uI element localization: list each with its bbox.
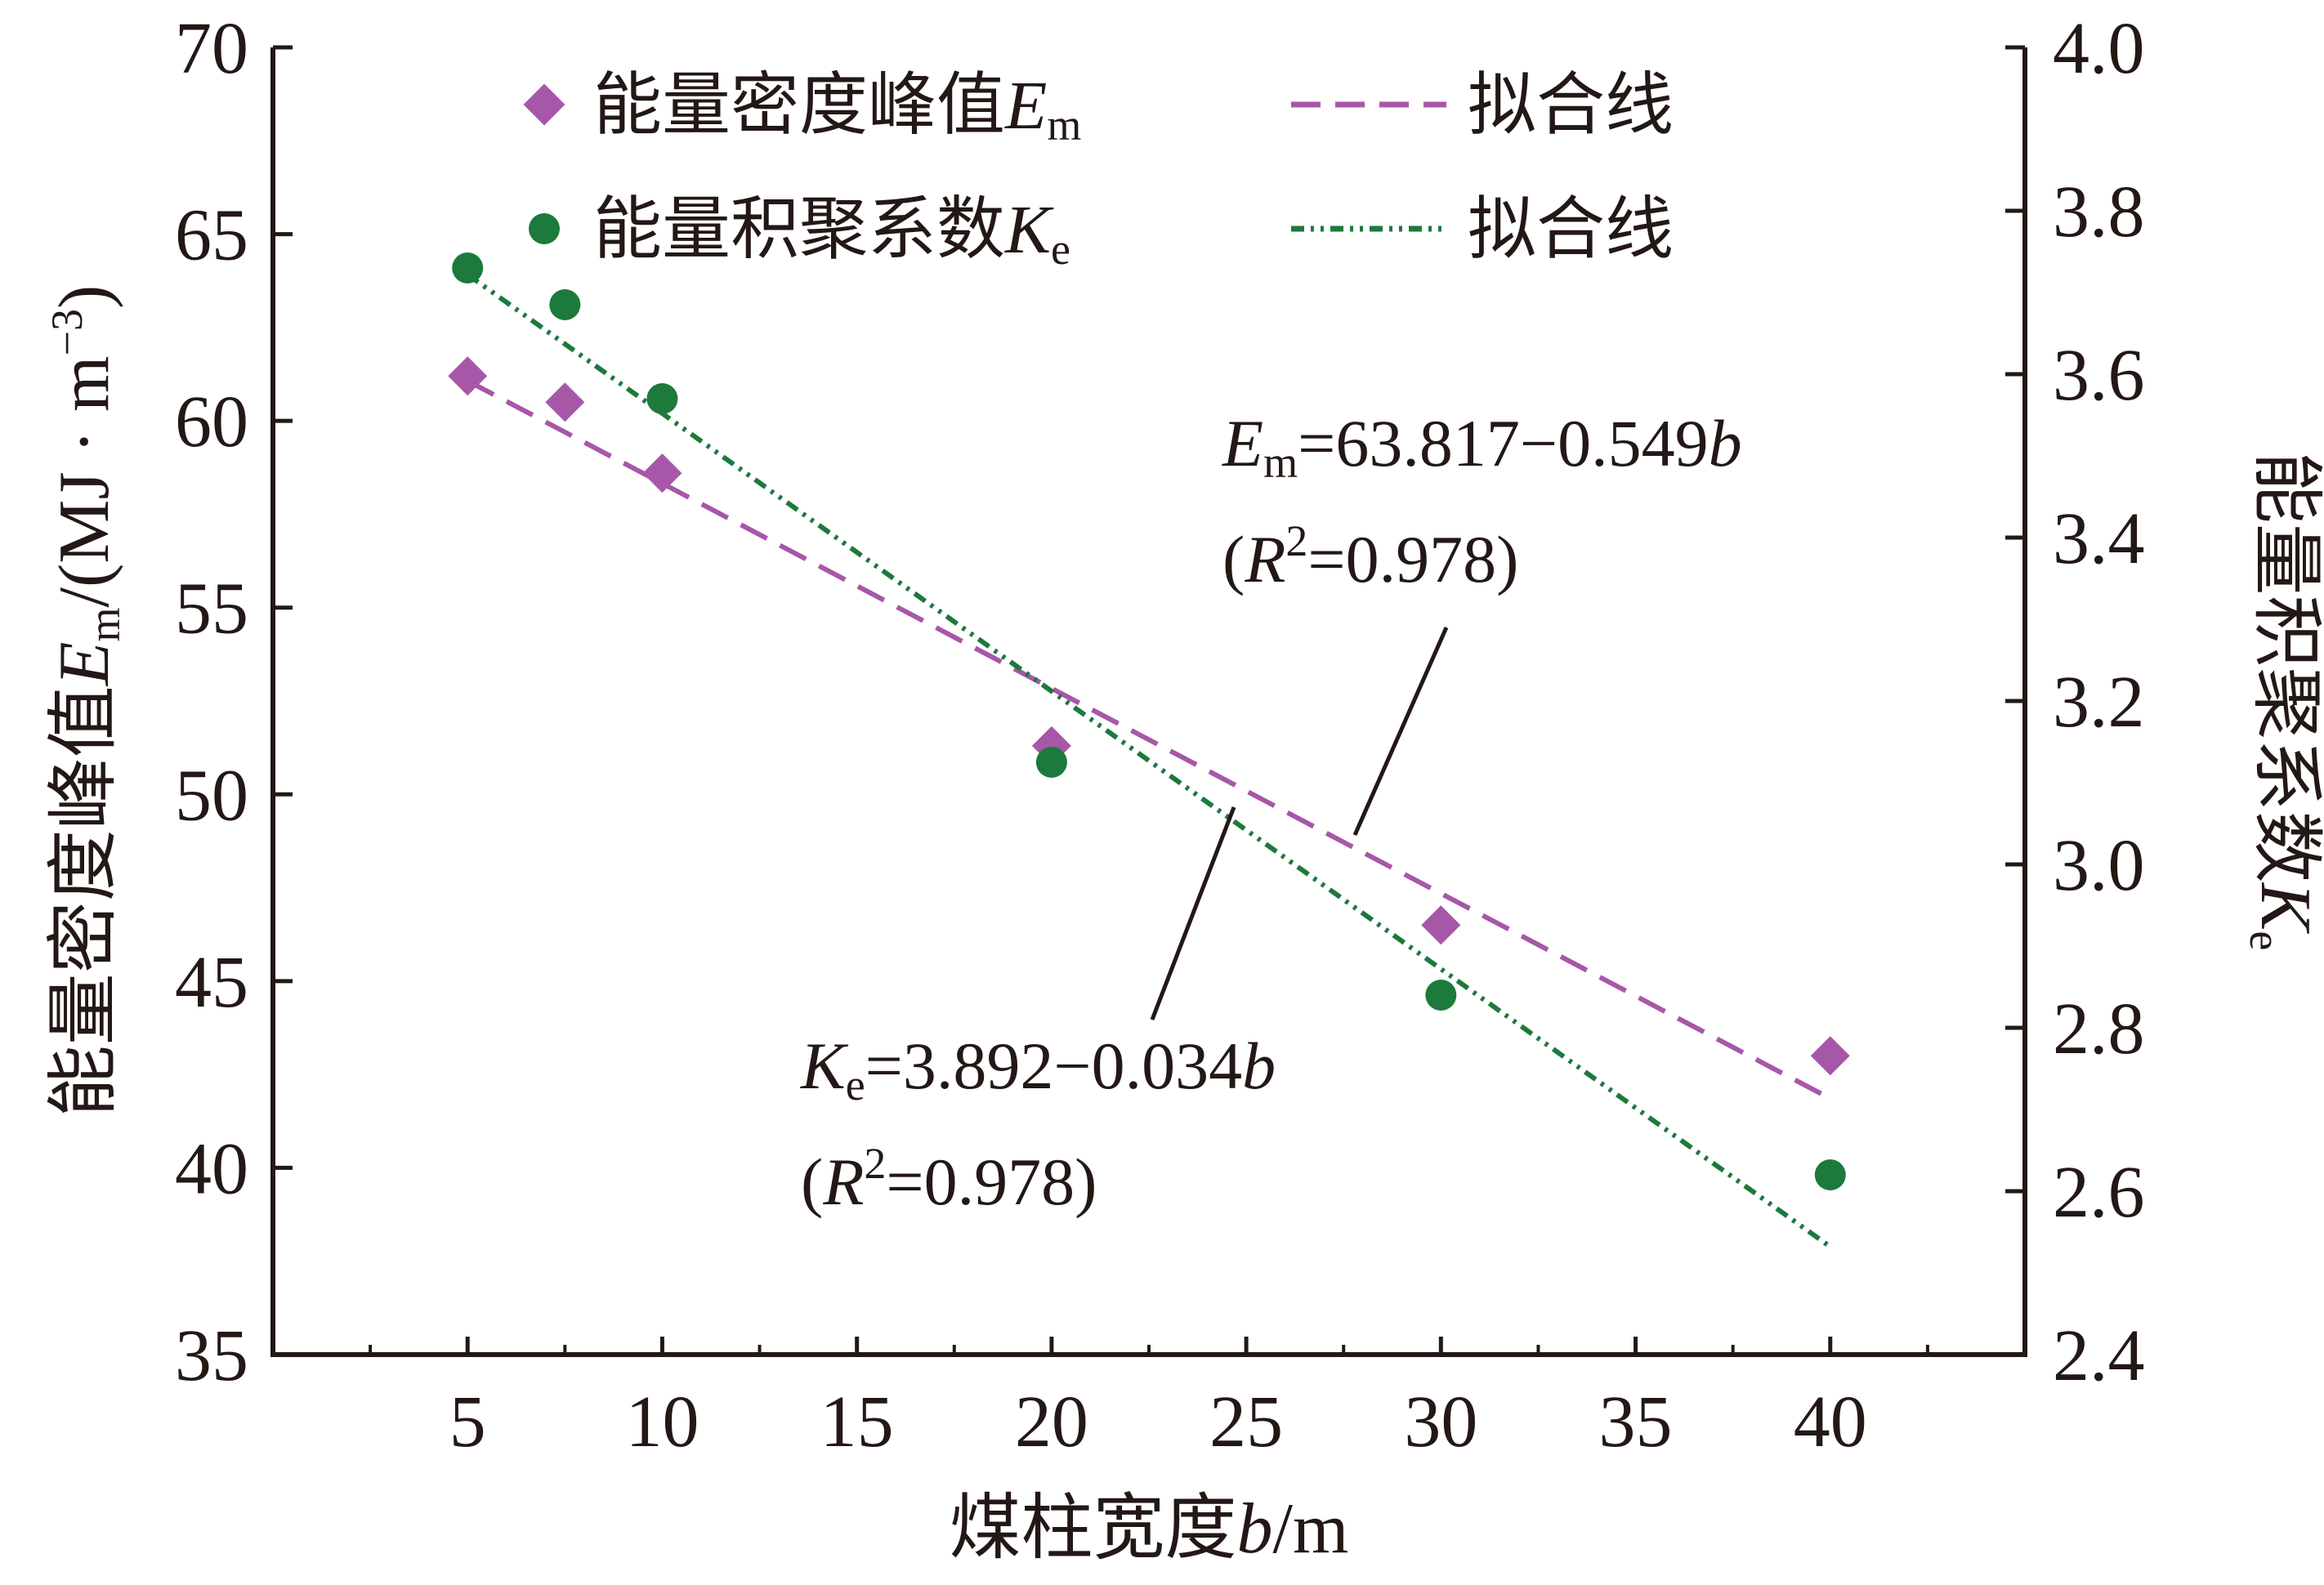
left-y-tick-label: 65	[175, 195, 248, 276]
x-axis-ticks: 5 10 15 20 25 30 35 40	[369, 1337, 1929, 1462]
x-tick-label: 35	[1599, 1382, 1673, 1462]
em-fit-line	[466, 378, 1832, 1101]
left-y-tick-label: 70	[175, 8, 248, 89]
x-tick-label: 15	[820, 1382, 894, 1462]
legend-em-label: 能量密度峰值Em	[593, 68, 1081, 150]
ke-data-point	[1425, 980, 1457, 1011]
ke-fit-equation: Ke=3.892−0.034b	[800, 1029, 1276, 1110]
plot-frame	[270, 47, 2027, 1357]
legend-em-fit-label: 拟合线	[1468, 68, 1674, 144]
ke-data-point	[452, 252, 484, 284]
left-y-tick-label: 45	[175, 942, 248, 1023]
x-tick-label: 20	[1015, 1382, 1088, 1462]
left-y-tick-label: 35	[175, 1315, 248, 1396]
left-y-tick-label: 40	[175, 1128, 248, 1209]
ke-fit-line	[466, 272, 1832, 1249]
em-fit-equation: Em=63.817−0.549b	[1222, 406, 1742, 487]
em-data-point	[1421, 905, 1461, 945]
fit-lines	[466, 272, 1832, 1249]
right-y-tick-label: 3.4	[2053, 498, 2145, 579]
right-y-tick-label: 2.4	[2053, 1315, 2145, 1396]
left-y-axis-title: 能量密度峰值Em/(MJ · m−3)	[42, 285, 129, 1118]
em-fit-r2: (R2=0.978)	[1222, 516, 1518, 596]
em-equation-leader-line	[1352, 626, 1449, 837]
left-y-tick-label: 55	[175, 569, 248, 650]
right-y-axis-ticks: 2.4 2.6 2.8 3.0 3.2 3.4 3.6 3.8 4.0	[2005, 8, 2145, 1396]
legend-ke-marker	[529, 213, 560, 244]
right-y-tick-label: 3.2	[2053, 662, 2145, 743]
ke-data-point	[549, 289, 581, 320]
left-y-tick-label: 60	[175, 382, 248, 462]
right-y-tick-label: 3.8	[2053, 172, 2145, 252]
em-data-point	[448, 356, 488, 396]
ke-data-point	[1035, 747, 1067, 778]
right-y-tick-label: 4.0	[2053, 8, 2145, 89]
x-axis-title: 煤柱宽度b/m	[950, 1489, 1349, 1569]
right-y-tick-label: 3.0	[2053, 825, 2145, 906]
ke-data-point	[646, 383, 678, 414]
left-y-tick-label: 50	[175, 755, 248, 836]
left-y-axis-ticks: 35 40 45 50 55 60 65 70	[175, 8, 293, 1396]
em-data-point	[642, 453, 682, 493]
legend-ke-fit-label: 拟合线	[1468, 192, 1674, 268]
x-tick-label: 10	[625, 1382, 699, 1462]
legend-ke-label: 能量积聚系数Ke	[593, 192, 1070, 274]
legend: 能量密度峰值Em 拟合线 能量积聚系数Ke 拟合线	[523, 68, 1674, 274]
ke-fit-r2: (R2=0.978)	[801, 1139, 1097, 1219]
right-y-tick-label: 2.6	[2053, 1152, 2145, 1233]
em-data-point	[545, 382, 585, 422]
x-tick-label: 40	[1794, 1382, 1867, 1462]
data-markers	[448, 252, 1850, 1190]
right-y-tick-label: 2.8	[2053, 989, 2145, 1069]
x-tick-label: 30	[1404, 1382, 1477, 1462]
right-y-tick-label: 3.6	[2053, 335, 2145, 416]
em-data-point	[1810, 1036, 1850, 1076]
right-y-axis-title: 能量积聚系数Ke	[2241, 452, 2324, 951]
ke-data-point	[1814, 1159, 1846, 1190]
x-tick-label: 5	[449, 1382, 486, 1462]
ke-equation-leader-line	[1150, 806, 1236, 1020]
x-tick-label: 25	[1209, 1382, 1283, 1462]
legend-em-marker	[523, 83, 565, 126]
